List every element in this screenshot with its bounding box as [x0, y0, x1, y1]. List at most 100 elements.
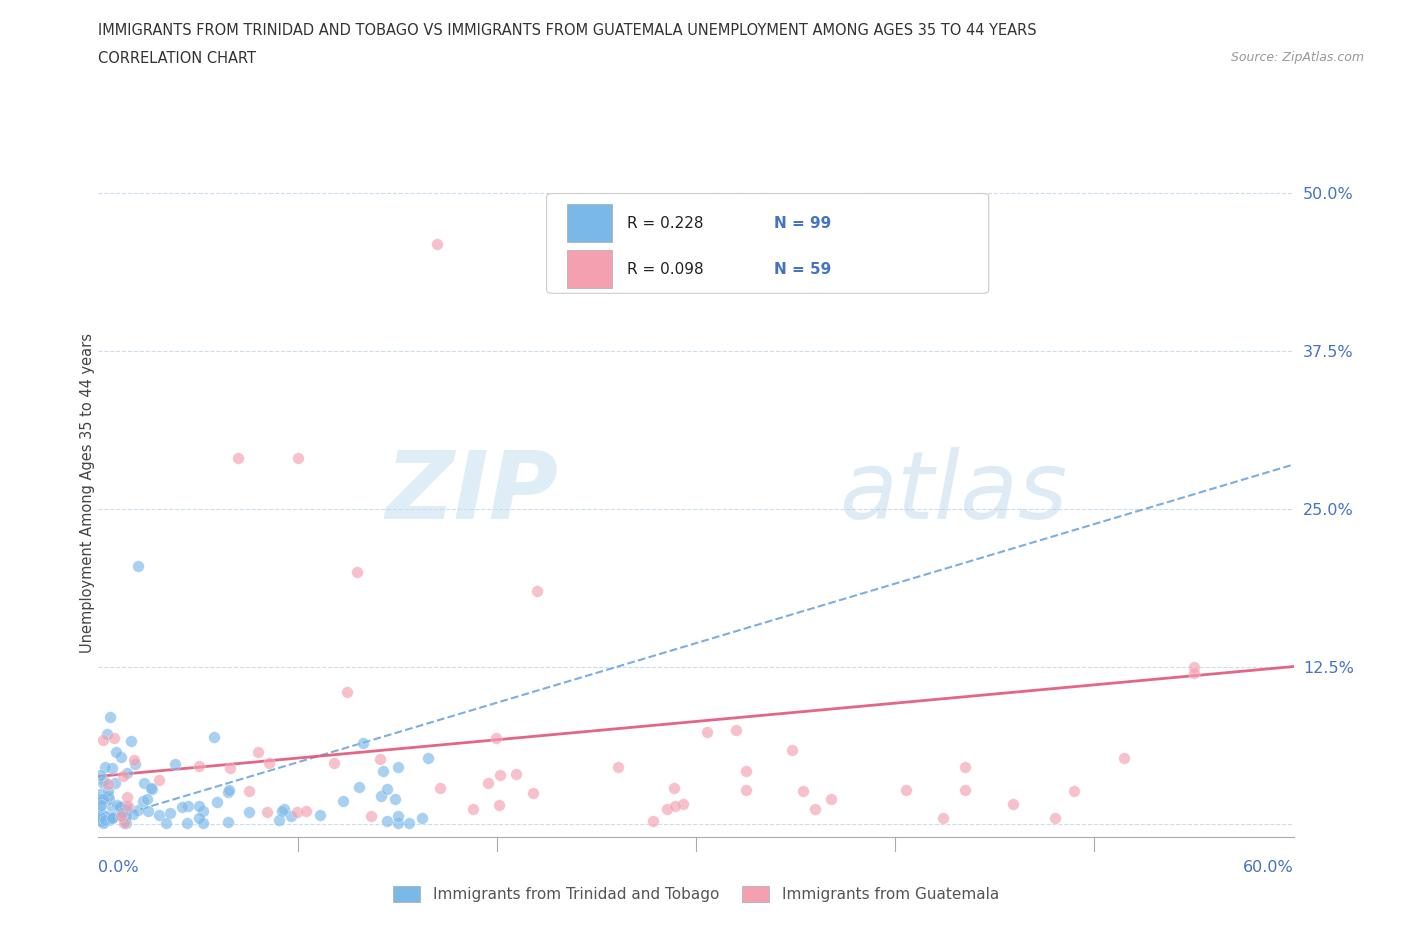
Point [346, 565, 368, 579]
Point [105, 797, 128, 812]
Point [724, 723, 747, 737]
Point [91, 791, 114, 806]
Point [115, 799, 138, 814]
Point [135, 791, 157, 806]
Point [1182, 659, 1205, 674]
Point [188, 759, 211, 774]
Point [97, 784, 120, 799]
Point [117, 799, 139, 814]
Point [114, 809, 136, 824]
Point [526, 583, 548, 598]
Point [98, 810, 121, 825]
Point [477, 776, 499, 790]
Point [606, 760, 628, 775]
Point [172, 799, 194, 814]
Point [91, 807, 114, 822]
Point [384, 791, 406, 806]
Point [285, 804, 308, 819]
Point [953, 760, 976, 775]
Point [191, 804, 214, 818]
Point [360, 808, 382, 823]
Point [735, 782, 758, 797]
Point [114, 814, 136, 829]
Point [488, 798, 510, 813]
Point [91, 776, 114, 790]
FancyBboxPatch shape [567, 205, 613, 242]
Point [188, 799, 211, 814]
Point [122, 753, 145, 768]
FancyBboxPatch shape [567, 250, 613, 288]
Point [121, 806, 143, 821]
Point [735, 764, 758, 778]
Text: 0.0%: 0.0% [98, 860, 139, 875]
Text: N = 99: N = 99 [773, 216, 831, 231]
Point [280, 809, 302, 824]
Point [111, 808, 134, 823]
Point [371, 764, 394, 778]
Text: ZIP: ZIP [385, 447, 558, 538]
Point [1063, 784, 1085, 799]
Point [110, 750, 132, 764]
Text: CORRELATION CHART: CORRELATION CHART [98, 51, 256, 66]
Point [804, 801, 827, 816]
Point [93, 815, 115, 830]
Point [1114, 751, 1136, 765]
Point [411, 811, 433, 826]
Point [522, 786, 544, 801]
Point [931, 810, 953, 825]
Point [176, 816, 198, 830]
Point [141, 781, 163, 796]
Point [461, 802, 484, 817]
Point [89, 767, 111, 782]
Point [896, 782, 918, 797]
Y-axis label: Unemployment Among Ages 35 to 44 years: Unemployment Among Ages 35 to 44 years [80, 333, 94, 653]
Point [103, 731, 125, 746]
Text: IMMIGRANTS FROM TRINIDAD AND TOBAGO VS IMMIGRANTS FROM GUATEMALA UNEMPLOYMENT AM: IMMIGRANTS FROM TRINIDAD AND TOBAGO VS I… [98, 23, 1038, 38]
Point [94, 810, 117, 825]
Point [89, 791, 111, 806]
Point [218, 761, 240, 776]
Point [256, 804, 278, 819]
Point [1002, 797, 1025, 812]
Point [953, 783, 976, 798]
Text: N = 59: N = 59 [773, 261, 831, 277]
Point [136, 804, 159, 818]
Point [97, 791, 120, 806]
Point [641, 814, 664, 829]
Point [97, 789, 120, 804]
Point [110, 809, 132, 824]
Point [204, 730, 226, 745]
Point [111, 805, 134, 820]
Point [139, 780, 162, 795]
Point [91, 733, 114, 748]
Point [352, 736, 374, 751]
Point [108, 807, 131, 822]
Point [387, 816, 409, 830]
Point [294, 804, 316, 818]
Point [257, 755, 280, 770]
Point [287, 451, 309, 466]
Point [664, 798, 686, 813]
Point [226, 451, 249, 466]
Point [89, 810, 111, 825]
Point [177, 798, 200, 813]
Point [485, 731, 508, 746]
Point [132, 793, 155, 808]
Point [159, 805, 181, 820]
Point [820, 791, 842, 806]
Point [93, 808, 115, 823]
Point [110, 800, 132, 815]
Point [101, 810, 124, 825]
Point [127, 803, 149, 817]
Point [98, 811, 121, 826]
Point [191, 816, 214, 830]
Point [188, 810, 211, 825]
Point [332, 793, 354, 808]
Point [97, 812, 120, 827]
Point [429, 780, 451, 795]
Point [238, 783, 260, 798]
Point [120, 734, 142, 749]
Point [387, 808, 409, 823]
Point [101, 761, 124, 776]
Legend: Immigrants from Trinidad and Tobago, Immigrants from Guatemala: Immigrants from Trinidad and Tobago, Imm… [387, 881, 1005, 909]
